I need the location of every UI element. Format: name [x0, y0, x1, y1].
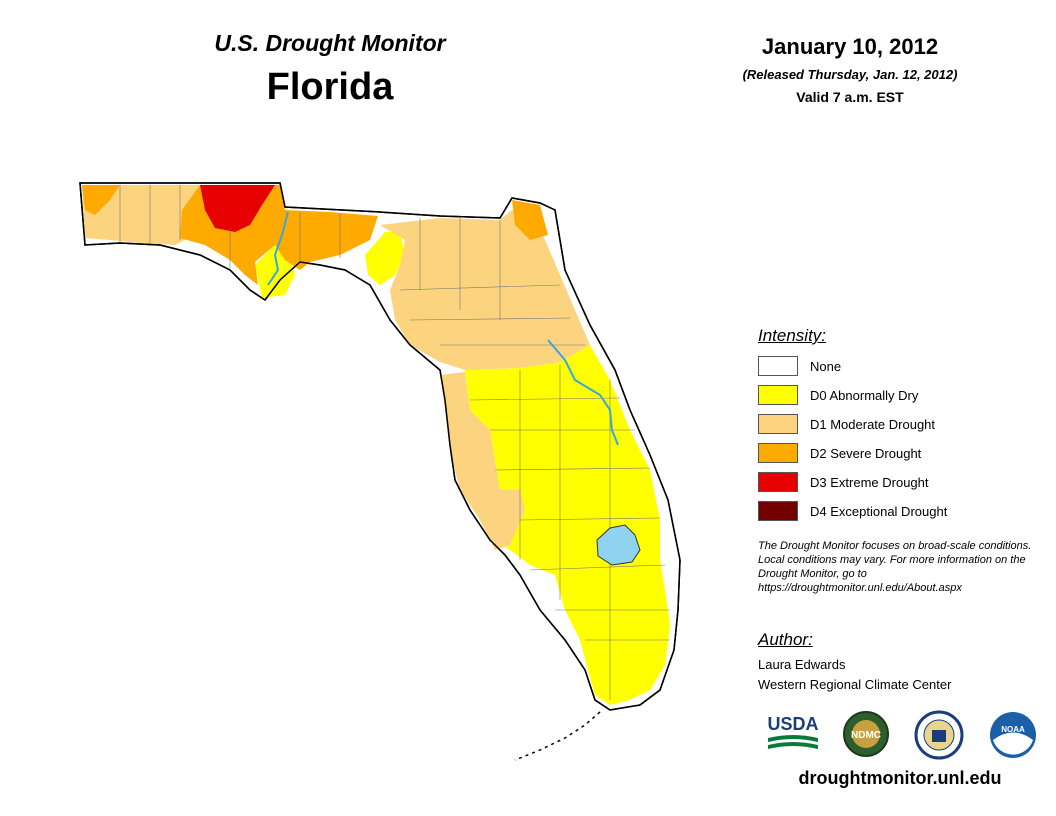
legend-label: D3 Extreme Drought	[810, 474, 929, 490]
usda-logo-text: USDA	[767, 714, 818, 734]
d2-region	[82, 185, 120, 215]
legend-item: D1 Moderate Drought	[758, 413, 935, 435]
legend-label: D1 Moderate Drought	[810, 416, 936, 432]
legend-label: D2 Severe Drought	[810, 445, 922, 461]
map-date: January 10, 2012	[761, 34, 939, 59]
d3-region	[200, 185, 275, 232]
legend-item: None	[758, 355, 841, 377]
d0-region	[365, 232, 405, 285]
legend-swatch	[758, 472, 798, 492]
noaa-logo: NOAA	[990, 712, 1036, 758]
legend-item: D3 Extreme Drought	[758, 471, 929, 493]
d1-region	[440, 372, 525, 550]
d1-region	[380, 210, 590, 370]
valid-time: Valid 7 a.m. EST	[796, 89, 904, 105]
legend-swatch	[758, 414, 798, 434]
commerce-seal	[914, 710, 964, 760]
disclaimer-note: The Drought Monitor focuses on broad-sca…	[758, 540, 1032, 594]
legend-swatch	[758, 356, 798, 376]
release-date: (Released Thursday, Jan. 12, 2012)	[742, 67, 958, 82]
legend-swatch	[758, 385, 798, 405]
lake-okeechobee	[596, 524, 641, 566]
ndmc-logo-text: NDMC	[851, 730, 881, 741]
legend-label: None	[810, 358, 842, 374]
author-organization: Western Regional Climate Center	[758, 677, 952, 692]
legend-swatch	[758, 443, 798, 463]
d1-region	[82, 185, 205, 245]
county-lines	[119, 185, 670, 700]
noaa-logo-text: NOAA	[1001, 725, 1025, 734]
d0-region	[465, 345, 670, 705]
website-url[interactable]: droughtmonitor.unl.edu	[798, 768, 1002, 788]
florida-outline-stroke	[79, 182, 681, 711]
author-name: Laura Edwards	[758, 657, 846, 672]
map-title: U.S. Drought Monitor	[214, 30, 446, 56]
florida-drought-map	[79, 182, 681, 761]
legend-item: D4 Exceptional Drought	[758, 500, 947, 522]
legend-label: D0 Abnormally Dry	[810, 387, 919, 403]
legend-item: D0 Abnormally Dry	[758, 384, 918, 406]
legend-swatch	[758, 501, 798, 521]
d2-region	[512, 200, 548, 240]
ndmc-logo: NDMC	[843, 711, 889, 757]
author-heading: Author:	[758, 630, 813, 649]
state-name: Florida	[266, 66, 394, 108]
legend-title: Intensity:	[758, 326, 827, 345]
legend-label: D4 Exceptional Drought	[810, 503, 948, 519]
apalachicola-river	[267, 211, 289, 286]
florida-keys	[514, 711, 601, 761]
usda-logo: USDA	[767, 714, 819, 749]
legend-item: D2 Severe Drought	[758, 442, 921, 464]
st-johns-river	[547, 339, 619, 446]
